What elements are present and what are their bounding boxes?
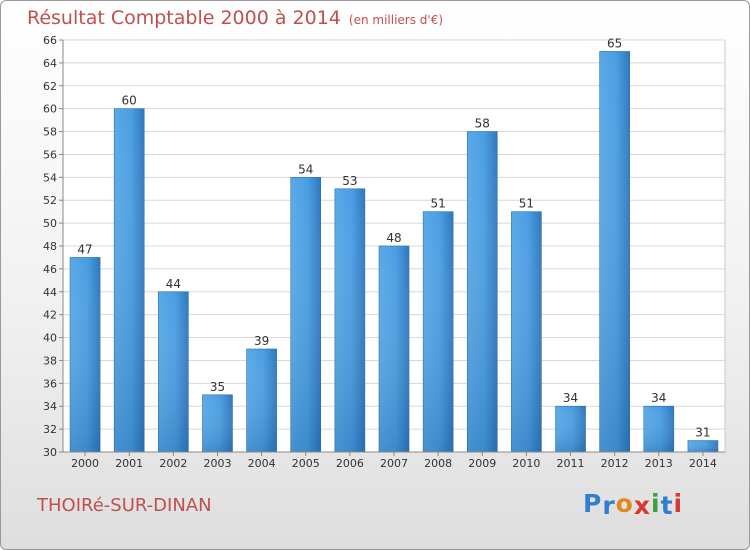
y-tick-label: 46 [43, 263, 57, 276]
chart-subtitle: (en milliers d'€) [348, 13, 444, 27]
y-tick-label: 64 [43, 57, 57, 70]
y-tick-label: 52 [43, 194, 57, 207]
y-tick-label: 56 [43, 148, 57, 161]
bar-shade-2003 [202, 394, 233, 452]
value-label-2003: 35 [210, 380, 225, 394]
value-label-2011: 34 [563, 391, 578, 405]
y-tick-label: 44 [43, 286, 57, 299]
value-label-2013: 34 [651, 391, 666, 405]
value-label-2006: 53 [342, 174, 357, 188]
y-tick-label: 50 [43, 217, 57, 230]
value-label-2000: 47 [77, 242, 92, 256]
bar-shade-2010 [511, 211, 542, 452]
bar-shade-2001 [114, 108, 145, 453]
x-tick-label: 2009 [468, 457, 496, 470]
y-tick-label: 32 [43, 423, 57, 436]
value-label-2014: 31 [695, 426, 710, 440]
bar-shade-2000 [70, 257, 101, 452]
y-tick-label: 48 [43, 240, 57, 253]
y-axis: 30 32 34 36 38 40 42 44 46 48 50 52 54 56 58 60 62 64 66 [43, 34, 64, 459]
x-tick-label: 2001 [115, 457, 143, 470]
y-tick-label: 38 [43, 354, 57, 367]
logo-letter: x [633, 491, 651, 520]
x-tick-label: 2008 [424, 457, 452, 470]
logo-letter: P [583, 489, 603, 518]
value-label-2010: 51 [519, 197, 534, 211]
x-tick-label: 2000 [71, 457, 99, 470]
bar-shade-2014 [687, 440, 718, 452]
x-tick-label: 2011 [557, 457, 585, 470]
x-tick-label: 2002 [159, 457, 187, 470]
value-label-2004: 39 [254, 334, 269, 348]
y-tick-label: 58 [43, 126, 57, 139]
x-tick-label: 2013 [645, 457, 673, 470]
value-label-2008: 51 [430, 197, 445, 211]
y-tick-label: 66 [43, 34, 57, 47]
x-axis: 2000 2001 2002 2003 2004 2005 2006 2007 2008 2009… [63, 451, 725, 470]
y-tick-label: 62 [43, 80, 57, 93]
x-tick-label: 2003 [203, 457, 231, 470]
bars: 47 60 44 35 39 54 53 48 51 58 51 34 65 34 31 [69, 36, 719, 453]
logo-letter: i [651, 489, 661, 518]
x-tick-label: 2012 [601, 457, 629, 470]
logo-letter: o [615, 489, 634, 518]
bar-shade-2013 [643, 406, 674, 452]
y-tick-label: 54 [43, 171, 57, 184]
commune-name: THOIRé-SUR-DINAN [37, 495, 212, 516]
x-tick-label: 2004 [248, 457, 276, 470]
value-label-2007: 48 [386, 231, 401, 245]
bar-shade-2002 [158, 291, 189, 452]
x-tick-label: 2014 [689, 457, 717, 470]
y-tick-label: 40 [43, 332, 57, 345]
logo-letter: r [602, 491, 616, 520]
bar-shade-2012 [599, 51, 630, 452]
x-tick-label: 2006 [336, 457, 364, 470]
bar-shade-2009 [467, 131, 498, 453]
bar-shade-2011 [555, 406, 586, 452]
value-label-2002: 44 [166, 277, 181, 291]
value-label-2009: 58 [475, 117, 490, 131]
y-tick-label: 36 [43, 377, 57, 390]
bar-shade-2005 [290, 177, 321, 453]
bar-shade-2006 [334, 188, 365, 452]
bar-shade-2007 [378, 246, 410, 452]
value-label-2012: 65 [607, 36, 622, 50]
value-label-2005: 54 [298, 162, 313, 176]
bar-shade-2008 [423, 211, 454, 452]
x-tick-label: 2010 [512, 457, 540, 470]
proxiti-logo: Proxiti [583, 489, 684, 520]
chart-title: Résultat Comptable 2000 à 2014 (en millie… [27, 7, 443, 29]
x-tick-label: 2005 [292, 457, 320, 470]
title-text: Résultat Comptable 2000 à 2014 [27, 7, 341, 29]
y-tick-label: 30 [43, 446, 57, 459]
x-tick-label: 2007 [380, 457, 408, 470]
y-tick-label: 34 [43, 400, 57, 413]
value-label-2001: 60 [122, 94, 137, 108]
logo-letter: t [660, 491, 674, 520]
y-tick-label: 42 [43, 309, 57, 322]
bar-shade-2004 [246, 349, 277, 452]
y-tick-label: 60 [43, 103, 57, 116]
logo-letter: i [673, 489, 684, 518]
